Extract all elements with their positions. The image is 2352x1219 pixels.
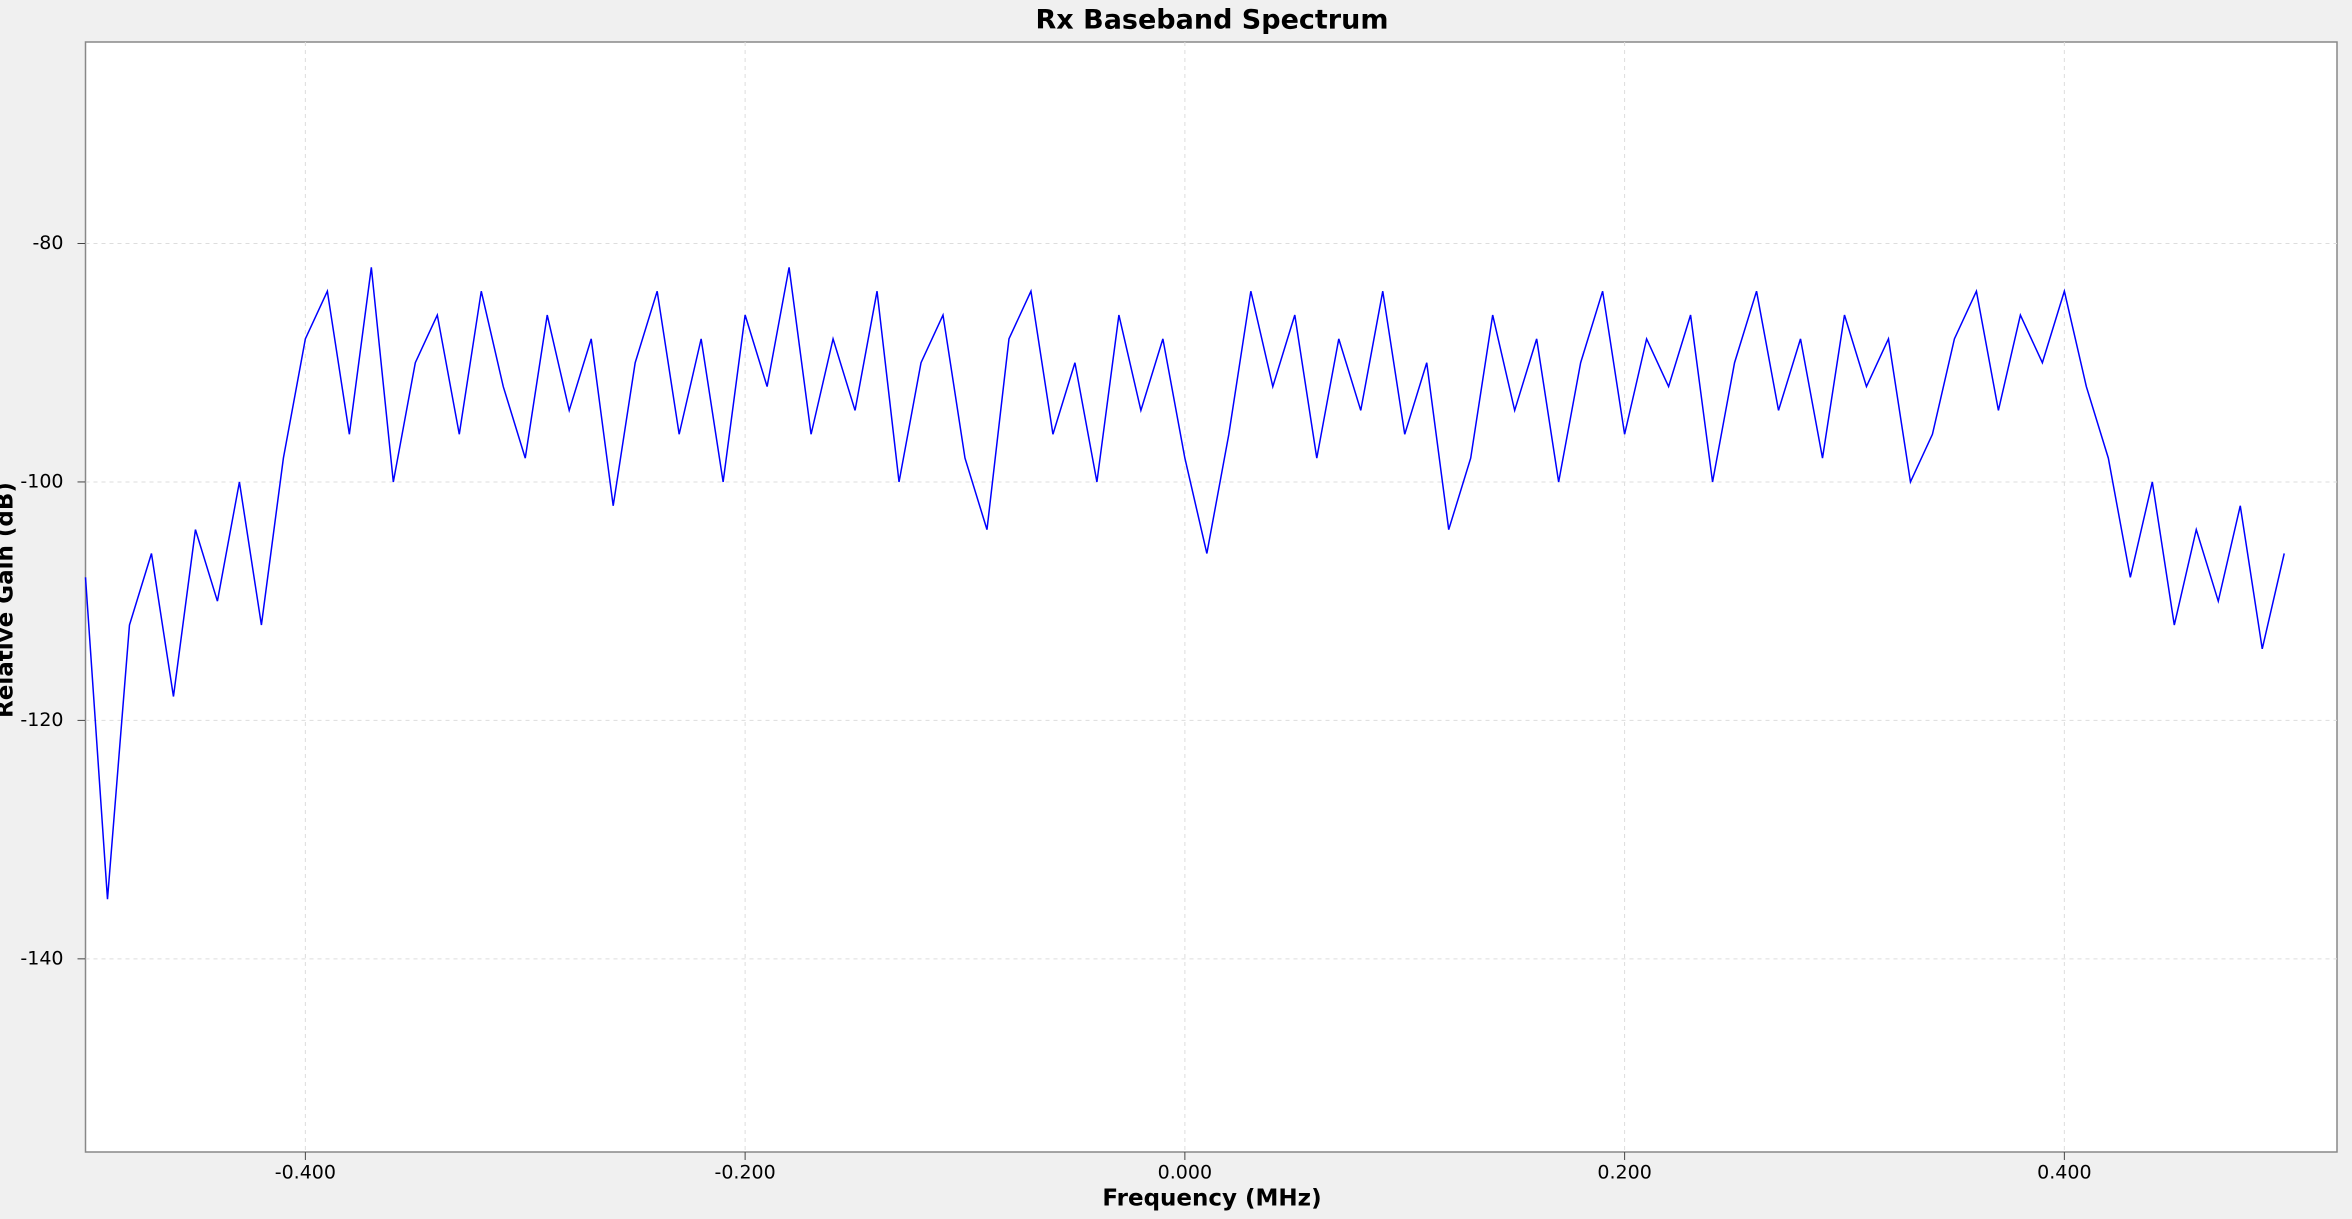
- y-tick-label: -120: [20, 709, 63, 731]
- y-axis-label: Relative Gain (dB): [0, 482, 19, 718]
- chart-title: Rx Baseband Spectrum: [1036, 5, 1389, 36]
- y-tick-label: -80: [32, 232, 63, 254]
- y-tick-label: -140: [20, 947, 63, 969]
- plot-area: [84, 41, 2338, 1153]
- x-tick-label: 0.400: [2037, 1162, 2091, 1184]
- spectrum-line: [84, 267, 2285, 900]
- x-axis-label: Frequency (MHz): [1102, 1186, 1321, 1212]
- x-tick-label: 0.200: [1597, 1162, 1651, 1184]
- y-tick-label: -100: [20, 470, 63, 492]
- x-tick-label: 0.000: [1158, 1162, 1212, 1184]
- x-tick-label: -0.400: [275, 1162, 336, 1184]
- x-tick-label: -0.200: [714, 1162, 775, 1184]
